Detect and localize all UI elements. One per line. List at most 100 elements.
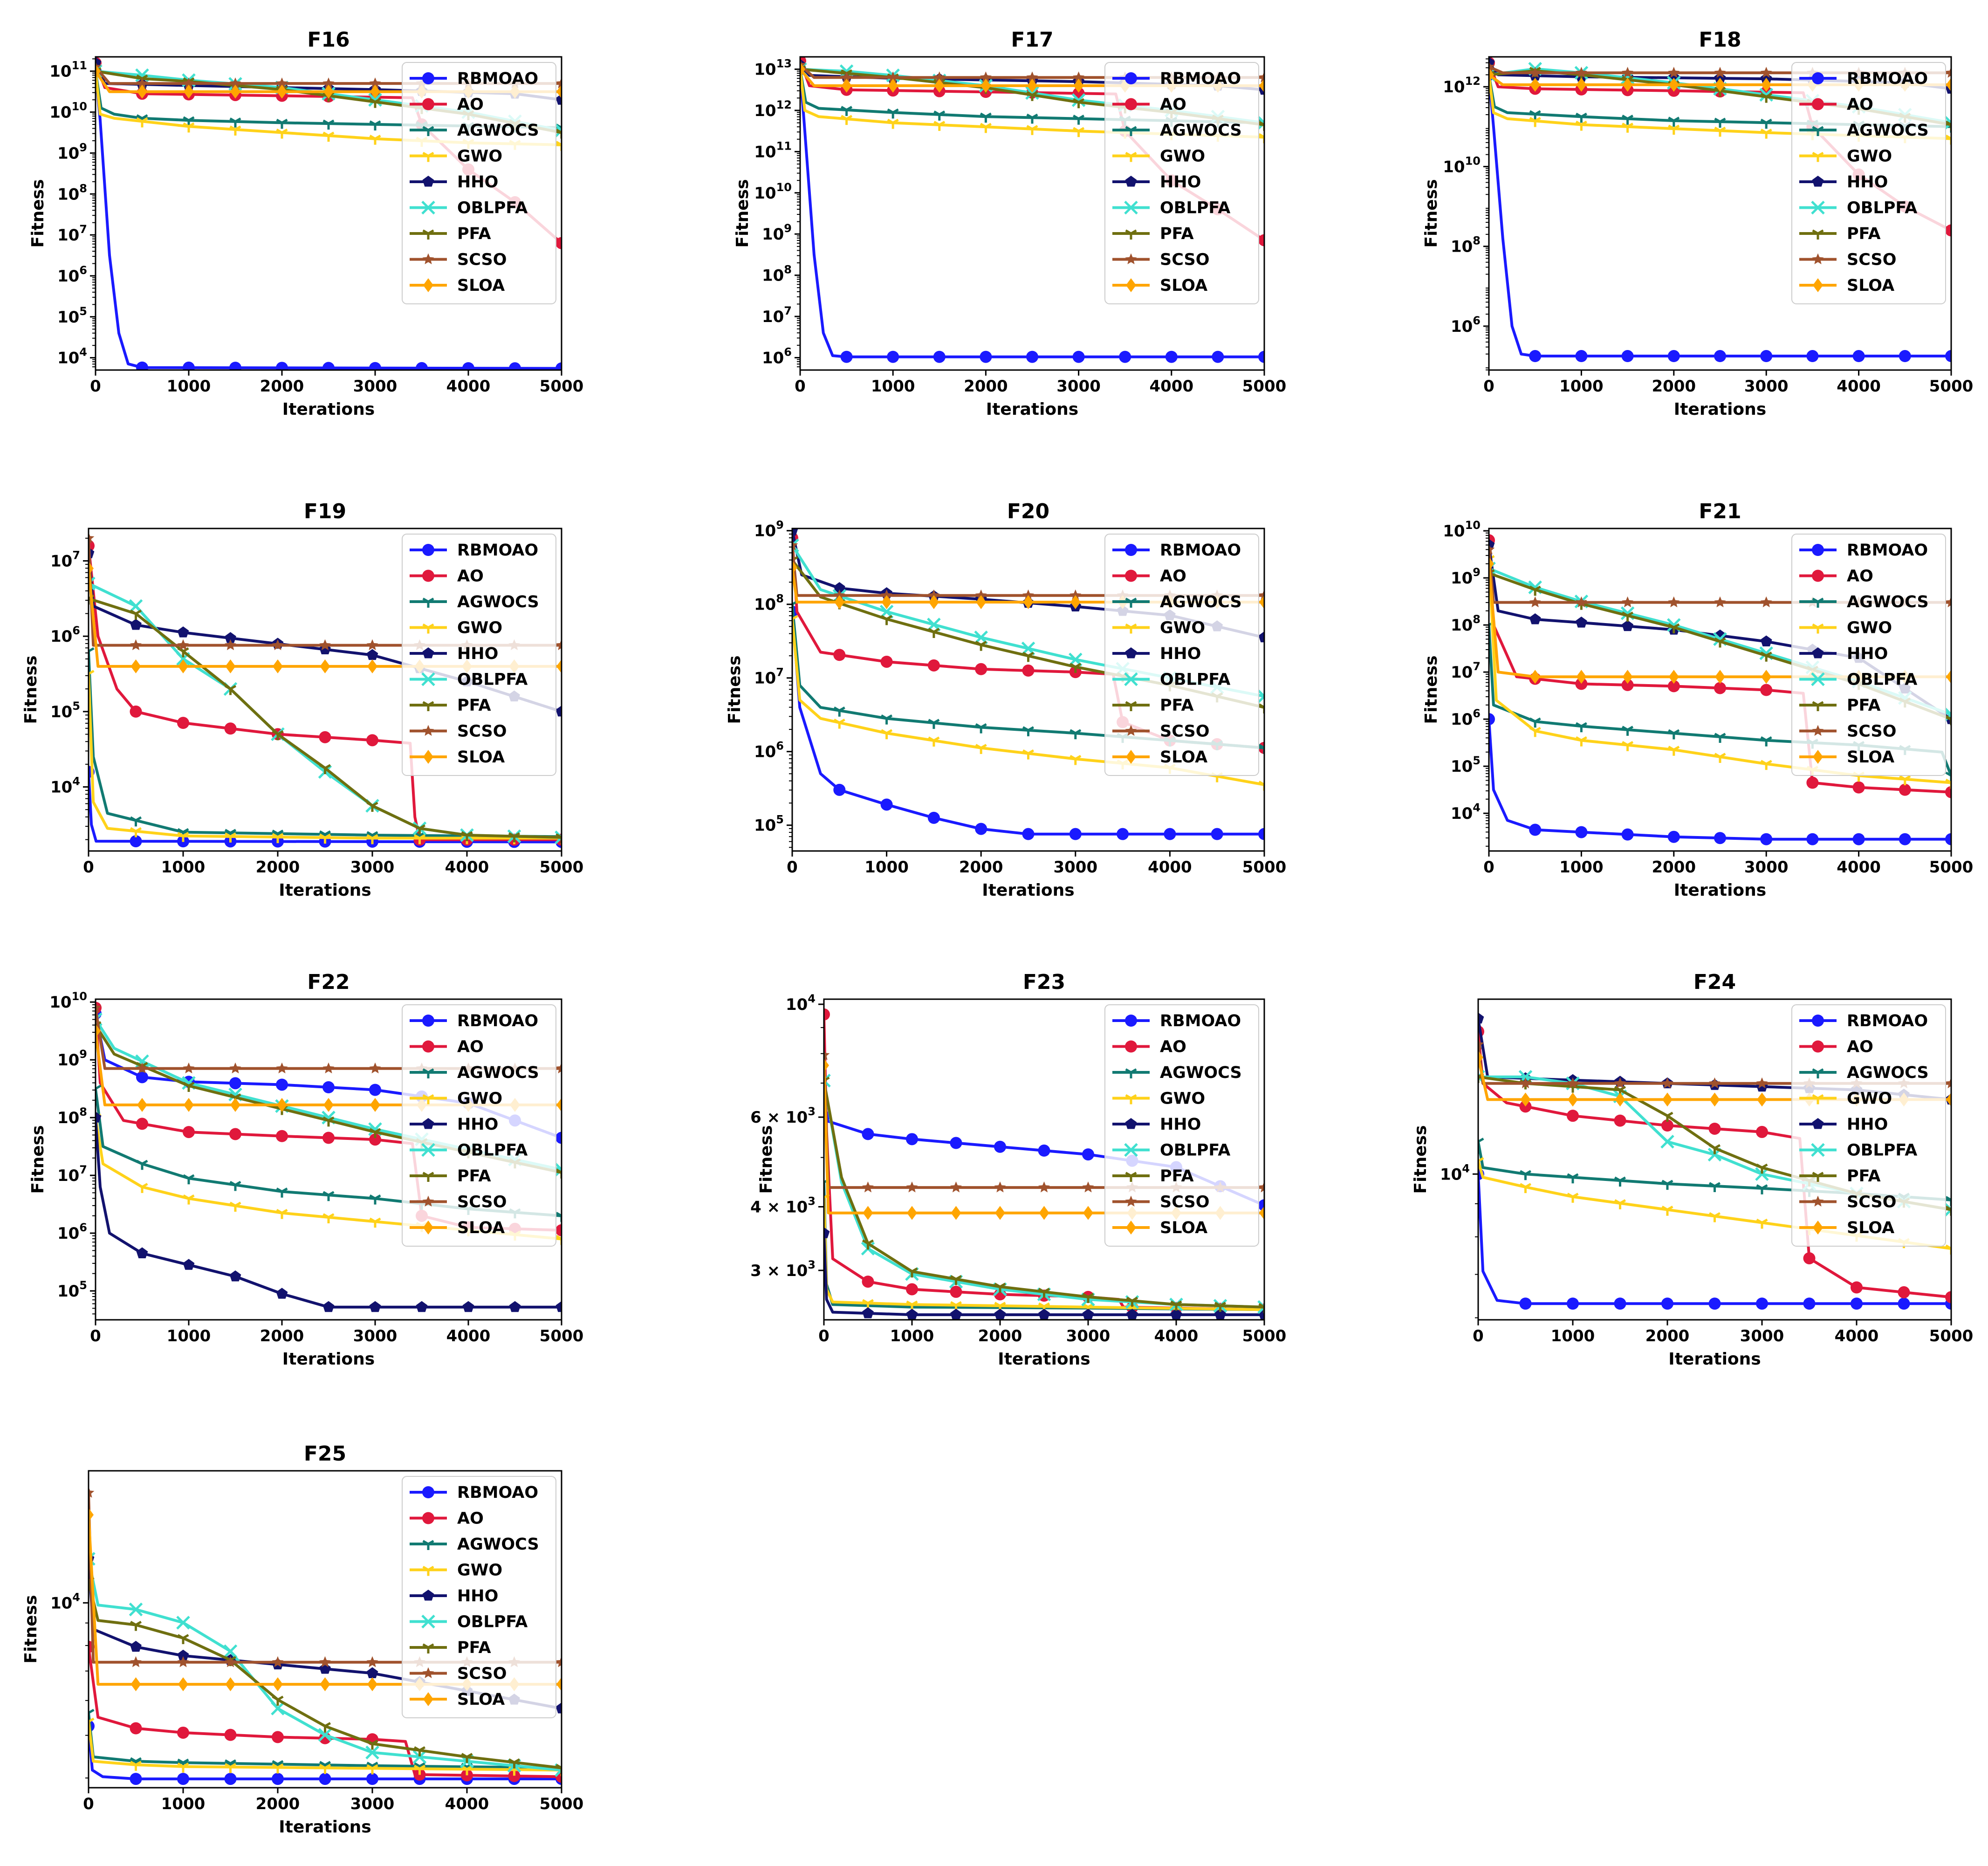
- legend-label: PFA: [457, 1167, 491, 1186]
- data-marker: [1661, 1297, 1673, 1310]
- data-marker: [1069, 729, 1082, 740]
- legend-label: GWO: [457, 1090, 502, 1108]
- data-marker: [276, 1288, 288, 1299]
- data-marker: [800, 62, 805, 76]
- chart-f16: F16 0 1000 2000 3000 4000 5000 104 105 106 107 108 1…: [28, 28, 583, 419]
- data-marker: [225, 632, 236, 643]
- series-line: [96, 71, 562, 129]
- data-marker: [1668, 117, 1680, 127]
- data-marker: [272, 1763, 284, 1774]
- data-marker: [319, 833, 331, 844]
- legend-box: [402, 62, 556, 304]
- data-marker: [1661, 1206, 1673, 1216]
- data-marker: [276, 1130, 288, 1142]
- data-marker: [89, 647, 95, 658]
- y-tick-label: 104: [1440, 1162, 1470, 1184]
- data-marker: [136, 1062, 148, 1074]
- y-tick-label: 108: [57, 182, 87, 204]
- legend-label: HHO: [457, 1587, 498, 1605]
- y-tick-label: 105: [57, 305, 87, 327]
- data-marker: [833, 783, 846, 796]
- y-tick-label: 107: [57, 1163, 87, 1185]
- data-marker: [792, 528, 798, 536]
- legend-label: AO: [1847, 1038, 1873, 1056]
- data-marker: [980, 112, 992, 123]
- series-line: [89, 597, 562, 839]
- y-tick-label: 4 × 103: [750, 1194, 816, 1216]
- data-marker: [1258, 781, 1264, 791]
- data-marker: [881, 714, 893, 725]
- legend-label: GWO: [457, 147, 502, 166]
- chart-f24: F24 0 1000 2000 3000 4000 5000 104 Iterations Fit…: [1411, 970, 1973, 1369]
- data-marker: [1575, 120, 1587, 131]
- x-tick-label: 3000: [353, 377, 398, 396]
- data-marker: [184, 1098, 194, 1112]
- legend-marker: [1812, 1172, 1824, 1182]
- data-marker: [1946, 1092, 1951, 1107]
- data-marker: [833, 707, 845, 717]
- data-marker: [1614, 1077, 1626, 1089]
- data-marker: [1165, 350, 1178, 363]
- data-marker: [887, 350, 899, 363]
- data-marker: [824, 1008, 830, 1021]
- data-marker: [824, 1058, 829, 1072]
- legend-label: AGWOCS: [1847, 593, 1929, 611]
- x-tick-label: 4000: [1835, 1327, 1879, 1345]
- y-tick-label: 105: [1451, 754, 1481, 776]
- data-marker: [555, 639, 562, 651]
- data-marker: [1258, 1181, 1264, 1193]
- data-marker: [1567, 1173, 1579, 1184]
- data-marker: [370, 84, 380, 99]
- series-rbmoao: [96, 65, 562, 370]
- data-marker: [1026, 91, 1038, 101]
- data-marker: [1478, 1038, 1484, 1050]
- data-marker: [1576, 77, 1587, 92]
- data-marker: [833, 589, 845, 601]
- data-marker: [366, 1764, 378, 1775]
- y-tick-label: 108: [1451, 234, 1481, 256]
- chart-title: F20: [1007, 500, 1049, 523]
- legend-label: SCSO: [1160, 722, 1210, 741]
- legend-marker: [1812, 1118, 1824, 1129]
- x-tick-label: 2000: [260, 1327, 304, 1345]
- data-marker: [555, 1168, 562, 1179]
- y-axis-label: Fitness: [1422, 179, 1441, 247]
- y-tick-label: 1010: [1443, 519, 1481, 541]
- x-axis-label: Iterations: [986, 400, 1078, 419]
- data-marker: [1567, 1193, 1579, 1203]
- data-marker: [1945, 833, 1951, 845]
- data-marker: [994, 1283, 1006, 1293]
- data-marker: [833, 582, 845, 593]
- data-marker: [1661, 1119, 1673, 1132]
- data-marker: [1576, 617, 1587, 628]
- y-tick-label: 106: [50, 624, 80, 646]
- legend-marker: [422, 1094, 434, 1105]
- data-marker: [89, 561, 94, 576]
- legend-label: RBMOAO: [1160, 69, 1241, 88]
- data-marker: [1899, 350, 1911, 363]
- series-line: [89, 673, 562, 840]
- series-pfa: [89, 594, 562, 844]
- y-axis-label: Fitness: [733, 179, 752, 247]
- data-marker: [555, 1301, 562, 1312]
- data-marker: [369, 1084, 381, 1096]
- plot-frame: [88, 1470, 562, 1789]
- data-marker: [1615, 1092, 1625, 1107]
- y-axis-label: Fitness: [21, 1595, 41, 1663]
- data-marker: [136, 1118, 148, 1130]
- data-marker: [928, 736, 940, 747]
- data-marker: [1070, 595, 1081, 609]
- data-marker: [369, 1133, 381, 1146]
- data-marker: [137, 84, 147, 99]
- legend-marker: [423, 1221, 433, 1235]
- legend-marker: [422, 623, 434, 634]
- data-marker: [1760, 67, 1772, 78]
- data-marker: [177, 1634, 189, 1644]
- legend-marker: [1812, 1094, 1824, 1105]
- data-marker: [1714, 733, 1726, 743]
- data-marker: [1760, 128, 1772, 139]
- x-tick-label: 4000: [1148, 858, 1192, 877]
- y-tick-label: 106: [57, 264, 87, 286]
- data-marker: [1714, 126, 1726, 137]
- x-tick-label: 2000: [260, 377, 304, 396]
